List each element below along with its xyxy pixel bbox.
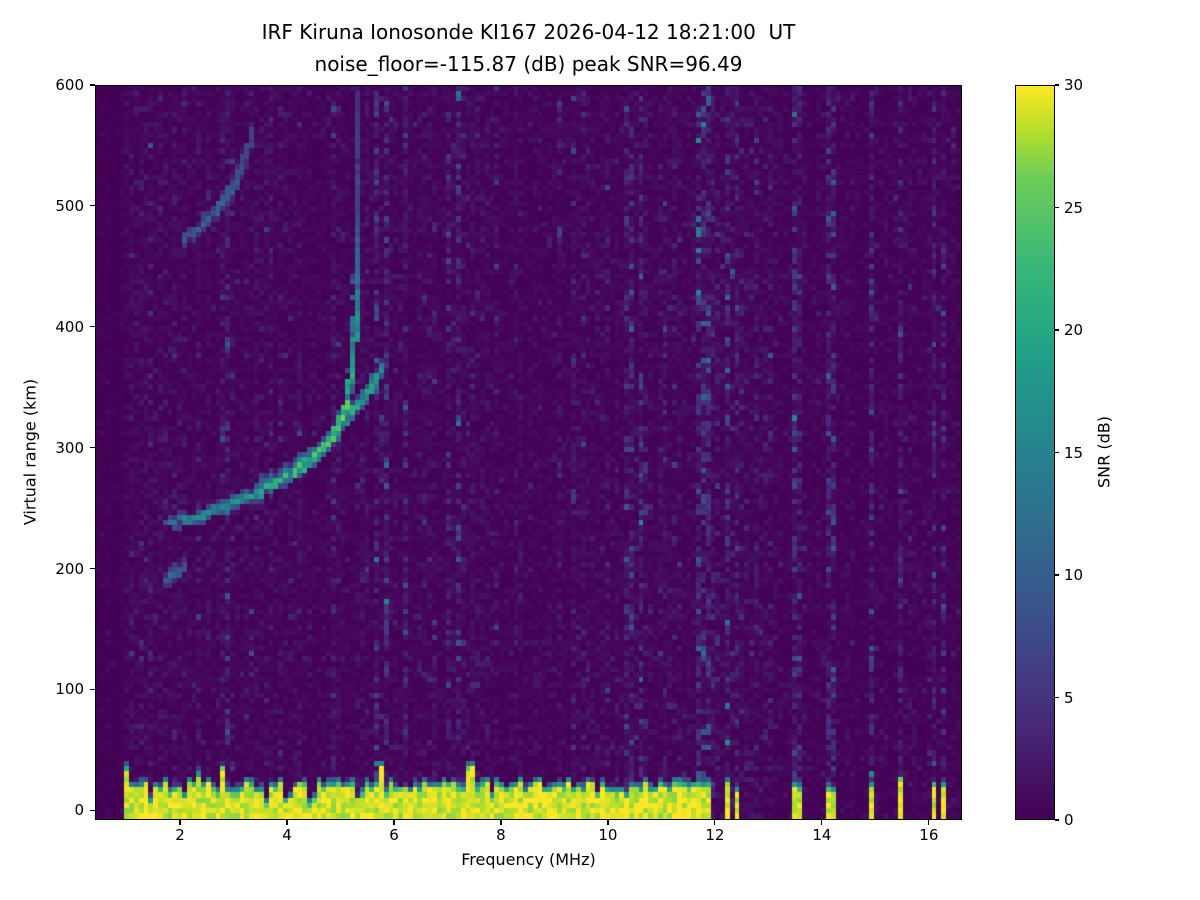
y-tick-mark: [90, 84, 95, 86]
y-tick-mark: [90, 326, 95, 328]
y-tick-label: 600: [55, 76, 84, 94]
plot-area: [95, 85, 962, 820]
colorbar-tick-label: 30: [1064, 76, 1084, 94]
x-tick-label: 16: [919, 826, 939, 844]
figure-subtitle: noise_floor=-115.87 (dB) peak SNR=96.49: [314, 52, 743, 76]
x-tick-mark: [928, 820, 930, 825]
colorbar-tick-mark: [1055, 696, 1059, 699]
x-tick-mark: [179, 820, 181, 825]
x-tick-label: 8: [496, 826, 506, 844]
x-tick-mark: [607, 820, 609, 825]
colorbar-tick-label: 15: [1064, 443, 1084, 462]
x-tick-mark: [393, 820, 395, 825]
y-tick-label: 0: [74, 801, 84, 820]
colorbar: [1015, 85, 1055, 820]
y-tick-label: 200: [55, 559, 84, 578]
x-tick-mark: [500, 820, 502, 825]
x-tick-mark: [714, 820, 716, 825]
x-tick-mark: [286, 820, 288, 825]
y-tick-label: 500: [55, 196, 84, 215]
colorbar-tick-mark: [1055, 206, 1059, 209]
figure-title: IRF Kiruna Ionosonde KI167 2026-04-12 18…: [261, 20, 796, 44]
x-tick-label: 14: [812, 826, 832, 844]
y-tick-mark: [90, 567, 95, 570]
y-tick-mark: [90, 809, 95, 811]
x-tick-label: 6: [389, 826, 399, 844]
x-tick-label: 12: [705, 826, 725, 844]
colorbar-tick-mark: [1055, 574, 1059, 576]
colorbar-tick-label: 20: [1064, 321, 1084, 339]
colorbar-tick-label: 0: [1064, 811, 1074, 829]
colorbar-tick-label: 25: [1064, 198, 1084, 217]
y-tick-label: 300: [55, 438, 84, 457]
y-tick-mark: [90, 205, 95, 207]
x-tick-label: 2: [175, 826, 185, 844]
y-tick-label: 400: [55, 317, 84, 336]
colorbar-tick-label: 10: [1064, 566, 1084, 584]
colorbar-tick-label: 5: [1064, 688, 1074, 707]
x-tick-label: 4: [282, 826, 292, 844]
colorbar-label: SNR (dB): [1094, 416, 1114, 488]
y-tick-mark: [90, 447, 95, 449]
x-tick-mark: [821, 820, 823, 825]
x-axis-label: Frequency (MHz): [461, 850, 596, 869]
colorbar-tick-mark: [1055, 84, 1059, 86]
x-tick-label: 10: [598, 826, 618, 844]
ionogram-heatmap: [96, 86, 961, 819]
colorbar-tick-mark: [1055, 329, 1059, 331]
y-axis-label: Virtual range (km): [20, 378, 40, 526]
y-tick-label: 100: [55, 680, 84, 699]
colorbar-gradient: [1016, 86, 1054, 819]
y-tick-mark: [90, 688, 95, 691]
colorbar-tick-mark: [1055, 451, 1059, 454]
colorbar-tick-mark: [1055, 819, 1059, 821]
